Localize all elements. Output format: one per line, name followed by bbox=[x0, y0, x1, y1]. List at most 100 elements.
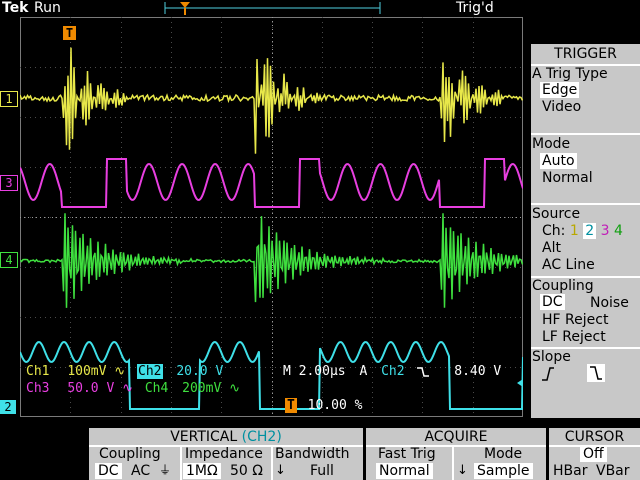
trigger-source-acline[interactable]: AC Line bbox=[542, 257, 595, 273]
vertical-menu-title: VERTICAL (CH2) bbox=[89, 429, 363, 445]
vertical-impedance-50[interactable]: 50 Ω bbox=[230, 463, 263, 479]
channel-readout-row-2: Ch3 50.0 V ∿ Ch4 200mV ∿ bbox=[26, 381, 240, 396]
slope-rising-icon[interactable] bbox=[540, 366, 556, 382]
trigger-level-marker[interactable] bbox=[517, 379, 523, 387]
cursor-menu-title: CURSOR bbox=[564, 429, 625, 445]
trigger-mode-auto[interactable]: Auto bbox=[540, 153, 577, 169]
trigger-source-channel: Ch2 bbox=[381, 364, 405, 379]
cursor-vbar[interactable]: VBar bbox=[596, 463, 630, 479]
vertical-coupling-label: Coupling bbox=[99, 446, 161, 462]
ground-icon[interactable]: ⏚ bbox=[159, 463, 172, 477]
bandwidth-arrow-icon: ↓ bbox=[275, 463, 286, 478]
trigger-mode-normal[interactable]: Normal bbox=[542, 170, 593, 186]
trigger-type-video[interactable]: Video bbox=[542, 99, 582, 115]
trigger-position-value: 10.00 % bbox=[307, 398, 363, 413]
brand-logo: Tek bbox=[2, 0, 29, 16]
acquire-menu-title: ACQUIRE bbox=[424, 429, 488, 445]
source-ch3[interactable]: 3 bbox=[600, 223, 610, 239]
ch4-marker-label: 4 bbox=[5, 253, 13, 267]
vertical-coupling-dc[interactable]: DC bbox=[95, 463, 122, 479]
ch1-label: Ch1 bbox=[26, 364, 50, 379]
trigger-source-label: A bbox=[359, 364, 368, 379]
vertical-impedance-label: Impedance bbox=[185, 446, 263, 462]
source-ch-label: Ch: bbox=[542, 223, 566, 239]
ch4-label: Ch4 bbox=[144, 381, 169, 396]
trigger-coupling-dc-label: DC bbox=[540, 294, 565, 310]
ch3-waveform bbox=[20, 158, 523, 208]
source-ch1[interactable]: 1 bbox=[569, 223, 579, 239]
ch4-ground-marker[interactable]: 4 bbox=[0, 252, 18, 268]
ch3-label: Ch3 bbox=[26, 381, 50, 396]
ch1-marker-label: 1 bbox=[5, 92, 13, 106]
trigger-state: Trig'd bbox=[456, 0, 494, 16]
source-ch4[interactable]: 4 bbox=[613, 223, 623, 239]
ch1-waveform bbox=[20, 47, 523, 154]
trigger-menu-panel: TRIGGER A Trig Type Edge Video Mode Auto… bbox=[531, 44, 640, 418]
ch3-ground-marker[interactable]: 3 bbox=[0, 175, 18, 191]
trigger-menu-title: TRIGGER bbox=[554, 46, 617, 62]
waveform-display bbox=[20, 17, 523, 417]
ch4-scale: 200mV bbox=[182, 381, 222, 396]
vertical-title-channel: (CH2) bbox=[241, 429, 282, 445]
vertical-coupling-ac[interactable]: AC bbox=[131, 463, 151, 479]
vertical-coupling-dc-label: DC bbox=[95, 463, 122, 479]
vertical-impedance-1m[interactable]: 1MΩ bbox=[183, 463, 221, 479]
vertical-menu-panel: VERTICAL (CH2) Coupling DC AC ⏚ Impedanc… bbox=[89, 428, 363, 480]
acquire-mode-value[interactable]: Sample bbox=[474, 463, 533, 479]
trigger-position-readout: T 10.00 % bbox=[285, 398, 362, 413]
trigger-coupling-dc[interactable]: DC bbox=[540, 294, 565, 310]
record-position-indicator bbox=[164, 2, 381, 15]
trigger-mode-auto-label: Auto bbox=[540, 153, 577, 169]
vertical-impedance-1m-label: 1MΩ bbox=[183, 463, 221, 479]
trigger-type-edge-label: Edge bbox=[540, 82, 580, 98]
trigger-source-alt[interactable]: Alt bbox=[542, 240, 561, 256]
trigger-source-channels[interactable]: Ch: 1 2 3 4 bbox=[542, 223, 623, 239]
trigger-coupling-hfreject[interactable]: HF Reject bbox=[542, 312, 609, 328]
vertical-bandwidth-value[interactable]: Full bbox=[310, 463, 334, 479]
trigger-slope-label: Slope bbox=[532, 349, 571, 365]
acquire-menu-panel: ACQUIRE Fast Trig Normal ↓ Mode Sample bbox=[366, 428, 546, 480]
ch3-coupling-icon: ∿ bbox=[122, 381, 134, 396]
ch2-waveform bbox=[20, 340, 523, 410]
status-bar: Tek Run Trig'd bbox=[0, 0, 640, 17]
ch2-marker-label: 2 bbox=[4, 400, 12, 414]
trigger-coupling-noise[interactable]: Noise bbox=[590, 295, 629, 311]
trigger-level-readout: 8.40 V bbox=[454, 364, 502, 379]
timebase-trigger-readout: M 2.00μs A Ch2 8.40 V bbox=[283, 364, 501, 379]
acquire-mode-value-label: Sample bbox=[474, 463, 533, 479]
source-ch2[interactable]: 2 bbox=[583, 223, 597, 239]
trigger-marker-label: T bbox=[65, 26, 74, 40]
trigger-coupling-lfreject[interactable]: LF Reject bbox=[542, 329, 606, 345]
ch2-scale: 20.0 V bbox=[176, 364, 224, 379]
timebase-readout: M 2.00μs bbox=[283, 364, 346, 379]
vertical-title-text: VERTICAL bbox=[170, 429, 238, 445]
ch3-marker-label: 3 bbox=[5, 176, 13, 190]
acquire-mode-label: Mode bbox=[484, 446, 523, 462]
run-state: Run bbox=[34, 0, 61, 16]
slope-falling-icon bbox=[590, 366, 602, 380]
acquire-arrow-icon: ↓ bbox=[457, 463, 468, 478]
cursor-off-label: Off bbox=[580, 446, 607, 462]
trigger-slope-icon bbox=[417, 366, 430, 377]
trigger-coupling-label: Coupling bbox=[532, 278, 594, 294]
ch2-label: Ch2 bbox=[137, 364, 163, 379]
trigger-mode-label: Mode bbox=[532, 136, 571, 152]
fast-trig-value-label: Normal bbox=[376, 463, 433, 479]
ch1-ground-marker[interactable]: 1 bbox=[0, 91, 18, 107]
ch2-ground-marker[interactable]: 2 bbox=[0, 400, 16, 414]
fast-trig-value[interactable]: Normal bbox=[376, 463, 433, 479]
slope-falling-button[interactable] bbox=[587, 364, 605, 382]
trigger-position-marker[interactable]: T bbox=[63, 26, 76, 40]
fast-trig-label: Fast Trig bbox=[378, 446, 436, 462]
ch1-scale: 100mV bbox=[67, 364, 107, 379]
trigger-source-menu-label: Source bbox=[532, 206, 581, 222]
trigger-type-label: A Trig Type bbox=[532, 66, 608, 82]
ch4-coupling-icon: ∿ bbox=[229, 381, 241, 396]
cursor-hbar[interactable]: HBar bbox=[553, 463, 588, 479]
ch1-coupling-icon: ∿ bbox=[114, 364, 126, 379]
ch4-waveform bbox=[20, 213, 523, 308]
ch3-scale: 50.0 V bbox=[67, 381, 115, 396]
trigger-type-edge[interactable]: Edge bbox=[540, 82, 580, 98]
cursor-off[interactable]: Off bbox=[580, 446, 607, 462]
vertical-bandwidth-label: Bandwidth bbox=[275, 446, 350, 462]
